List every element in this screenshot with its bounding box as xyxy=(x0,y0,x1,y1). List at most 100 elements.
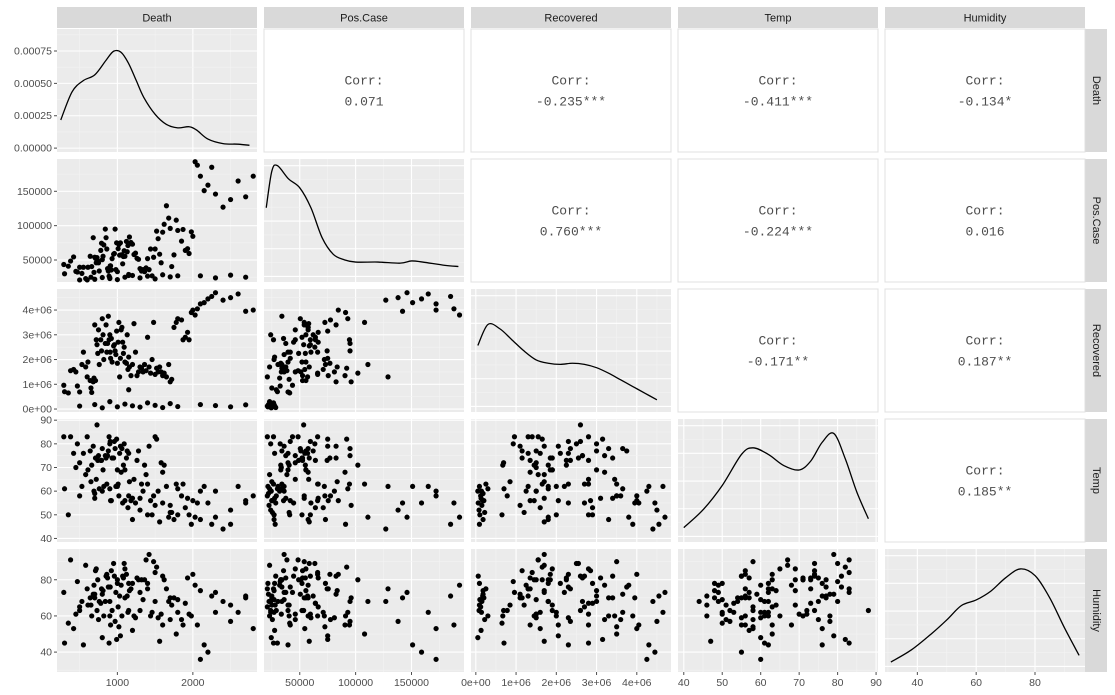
data-point xyxy=(194,306,200,312)
data-point xyxy=(478,609,485,615)
data-point xyxy=(365,514,371,520)
data-point xyxy=(112,226,118,232)
data-point xyxy=(418,296,425,302)
data-point xyxy=(212,488,219,494)
data-point xyxy=(122,498,128,504)
data-point xyxy=(163,203,170,209)
data-point xyxy=(620,591,626,597)
data-point xyxy=(521,509,527,516)
row-strip-death: Death xyxy=(1085,29,1107,152)
data-point xyxy=(835,560,841,567)
data-point xyxy=(157,638,163,644)
data-point xyxy=(525,450,531,456)
data-point xyxy=(322,516,329,523)
data-point xyxy=(112,618,118,624)
column-strip-label: Humidity xyxy=(964,13,1007,25)
data-point xyxy=(101,356,107,363)
data-point xyxy=(811,571,818,577)
data-point xyxy=(273,607,279,614)
data-point xyxy=(144,586,151,592)
corr-panel-recovered-temp: Corr: -0.171** xyxy=(677,288,879,413)
data-point xyxy=(585,640,592,646)
data-point xyxy=(553,613,559,619)
data-point xyxy=(533,488,539,494)
data-point xyxy=(286,602,292,608)
data-point xyxy=(286,389,292,396)
data-point xyxy=(541,443,547,449)
y-axis-tick-label: 2e+06 xyxy=(23,354,53,366)
data-point xyxy=(750,604,756,610)
data-point xyxy=(266,471,273,478)
data-point xyxy=(346,337,353,343)
data-point xyxy=(71,625,77,632)
data-point xyxy=(656,521,662,527)
data-point xyxy=(80,264,87,270)
data-point xyxy=(144,256,151,262)
data-point xyxy=(320,505,326,511)
corr-label: Corr: xyxy=(965,464,1004,479)
density-curve-temp xyxy=(683,432,869,529)
data-point xyxy=(792,588,798,594)
data-point xyxy=(143,471,149,478)
data-point xyxy=(98,457,105,463)
data-point xyxy=(144,273,151,279)
data-point xyxy=(476,580,483,586)
data-point xyxy=(327,616,334,623)
data-point xyxy=(410,642,416,648)
data-point xyxy=(302,350,308,356)
data-point xyxy=(325,636,331,643)
data-point xyxy=(115,604,121,610)
data-point xyxy=(274,486,281,492)
data-point xyxy=(186,337,192,343)
data-point xyxy=(107,263,114,269)
data-point xyxy=(220,204,226,210)
data-point xyxy=(194,500,200,506)
data-point xyxy=(792,566,798,572)
density-curve-recovered xyxy=(477,322,658,401)
data-point xyxy=(128,373,134,379)
data-point xyxy=(385,586,391,592)
data-point xyxy=(124,332,130,338)
data-point xyxy=(175,403,181,410)
data-point xyxy=(527,498,533,504)
data-point xyxy=(103,322,109,328)
data-point xyxy=(107,438,113,445)
data-point xyxy=(593,598,600,605)
data-point xyxy=(190,498,196,504)
data-point xyxy=(292,616,298,623)
data-point xyxy=(525,483,531,490)
data-point xyxy=(746,627,752,634)
data-point xyxy=(120,339,126,345)
data-point xyxy=(61,261,67,268)
data-point xyxy=(102,226,108,232)
data-point xyxy=(279,313,285,319)
data-point xyxy=(152,598,158,605)
data-point xyxy=(163,483,170,490)
data-point xyxy=(137,589,143,596)
data-point xyxy=(567,457,574,463)
data-point xyxy=(304,374,311,380)
data-point xyxy=(788,622,795,628)
data-point xyxy=(120,261,126,267)
data-point xyxy=(476,521,483,527)
data-point xyxy=(134,457,140,463)
data-point xyxy=(151,319,157,326)
data-point xyxy=(301,559,307,565)
data-point xyxy=(79,483,85,490)
data-point xyxy=(742,622,748,628)
data-point xyxy=(299,334,305,340)
data-point xyxy=(620,609,626,615)
data-point xyxy=(804,607,810,614)
data-point xyxy=(842,564,848,570)
data-point xyxy=(758,597,764,603)
column-strip-label: Temp xyxy=(765,13,792,25)
data-point xyxy=(205,182,211,188)
density-curve-humidity xyxy=(890,568,1080,663)
data-point xyxy=(344,436,350,442)
data-point xyxy=(272,521,278,527)
column-strip-background xyxy=(57,7,257,28)
data-point xyxy=(589,512,596,518)
data-point xyxy=(785,557,791,563)
data-point xyxy=(74,269,80,275)
